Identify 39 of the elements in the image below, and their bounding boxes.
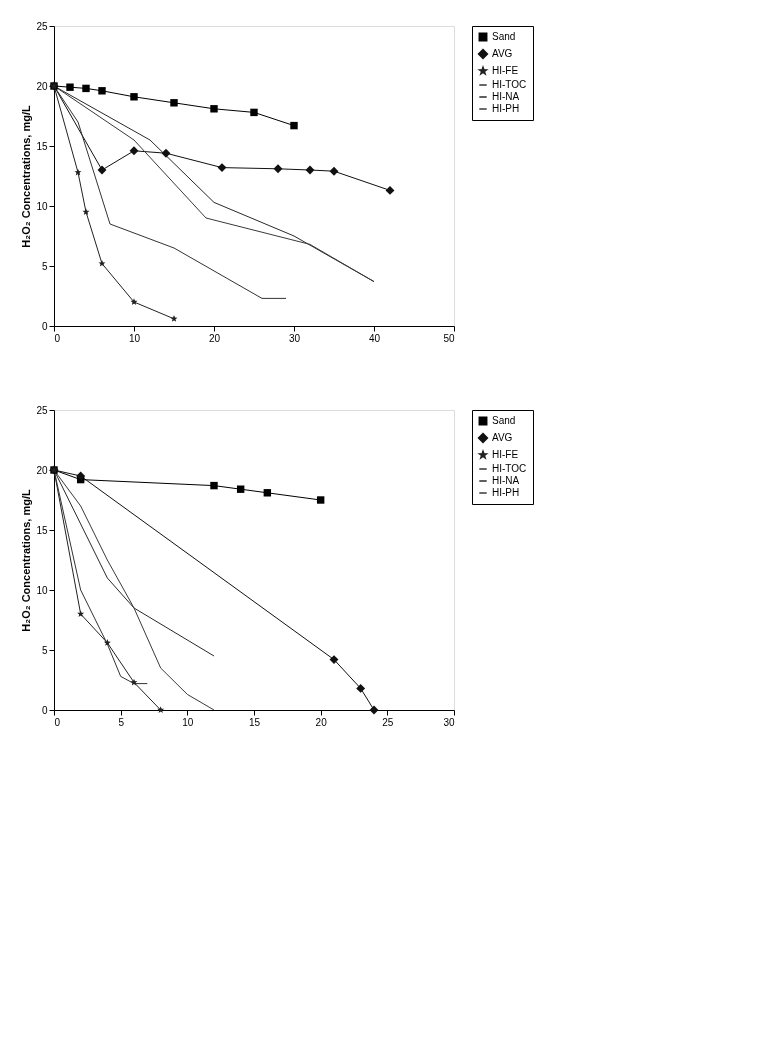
legend-label: HI-NA xyxy=(492,91,520,102)
x-tick-label: 0 xyxy=(54,332,61,344)
x-tick-label: 10 xyxy=(128,332,141,344)
y-tick-label: 25 xyxy=(36,20,48,32)
legend-label: HI-TOC xyxy=(492,79,527,90)
y-axis-title: H₂O₂ Concentrations, mg/L xyxy=(20,489,33,632)
x-tick-label: 30 xyxy=(288,332,301,344)
legend-label: AVG xyxy=(492,48,513,59)
y-tick-label: 15 xyxy=(36,140,48,152)
legend-label: AVG xyxy=(492,432,513,443)
y-tick-label: 0 xyxy=(41,704,48,716)
y-tick-label: 20 xyxy=(36,80,48,92)
x-tick-label: 25 xyxy=(382,716,394,728)
x-tick-label: 10 xyxy=(182,716,194,728)
legend-label: HI-FE xyxy=(492,65,519,76)
y-tick-label: 0 xyxy=(41,320,48,332)
legend-label: Sand xyxy=(492,31,516,42)
y-tick-label: 25 xyxy=(36,404,48,416)
legend-label: HI-TOC xyxy=(492,463,527,474)
x-tick-label: 50 xyxy=(443,332,455,344)
x-tick-label: 30 xyxy=(443,716,455,728)
y-axis-title: H₂O₂ Concentrations, mg/L xyxy=(20,105,33,248)
legend-label: HI-NA xyxy=(492,475,520,486)
y-tick-label: 10 xyxy=(36,584,48,596)
y-tick-label: 10 xyxy=(36,200,48,212)
legend-label: Sand xyxy=(492,415,516,426)
x-tick-label: 0 xyxy=(54,716,61,728)
legend-label: HI-PH xyxy=(492,487,520,498)
x-tick-label: 15 xyxy=(248,716,261,728)
x-tick-label: 20 xyxy=(208,332,221,344)
y-tick-label: 20 xyxy=(36,464,48,476)
x-tick-label: 20 xyxy=(315,716,328,728)
x-tick-label: 5 xyxy=(118,716,125,728)
legend-label: HI-FE xyxy=(492,449,519,460)
y-tick-label: 5 xyxy=(41,260,48,272)
x-tick-label: 40 xyxy=(368,332,381,344)
legend-label: HI-PH xyxy=(492,103,520,114)
y-tick-label: 15 xyxy=(36,524,48,536)
y-tick-label: 5 xyxy=(41,644,48,656)
